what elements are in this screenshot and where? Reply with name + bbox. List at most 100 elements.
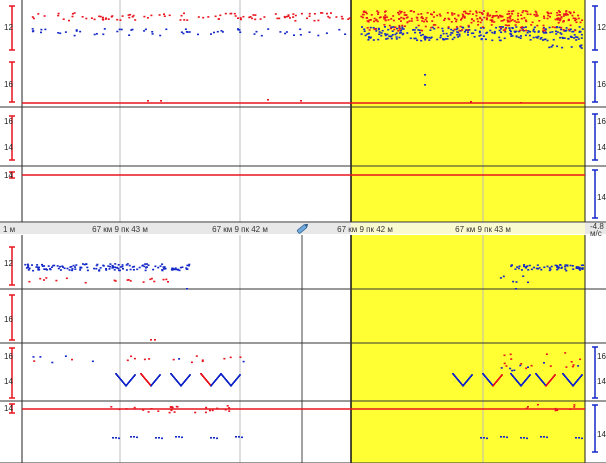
echo-dot bbox=[425, 36, 428, 38]
echo-dot bbox=[542, 381, 544, 383]
echo-dot bbox=[150, 408, 153, 410]
echo-dot bbox=[253, 33, 256, 35]
echo-dot bbox=[126, 383, 128, 386]
echo-dot bbox=[171, 406, 174, 409]
echo-dot bbox=[497, 379, 499, 381]
echo-dot bbox=[413, 29, 416, 31]
echo-dot bbox=[398, 10, 401, 13]
echo-dot bbox=[453, 374, 455, 376]
echo-dot bbox=[93, 18, 96, 21]
echo-dot bbox=[460, 382, 462, 385]
echo-dot bbox=[500, 28, 503, 30]
echo-dot bbox=[386, 37, 389, 40]
echo-dot bbox=[495, 14, 498, 17]
echo-dot bbox=[466, 29, 469, 31]
position-ruler[interactable]: 1 м 67 км 9 пк 43 м 67 км 9 пк 42 м 67 км 9… bbox=[0, 222, 606, 238]
echo-dot bbox=[366, 20, 369, 22]
echo-dot bbox=[453, 36, 456, 39]
echo-dot bbox=[33, 360, 36, 362]
gate-bracket-left[interactable] bbox=[9, 403, 15, 414]
gate-bracket-right[interactable] bbox=[592, 346, 598, 399]
gate-bracket-left[interactable] bbox=[9, 294, 15, 341]
echo-dot bbox=[36, 264, 39, 266]
echo-dot bbox=[408, 20, 411, 22]
gate-bracket-left[interactable] bbox=[9, 246, 15, 286]
echo-dot bbox=[105, 17, 108, 19]
gate-bracket-left[interactable] bbox=[9, 347, 15, 399]
echo-dot bbox=[365, 12, 368, 15]
echo-dot bbox=[533, 13, 536, 16]
echo-dot bbox=[340, 15, 343, 18]
echo-dot bbox=[234, 15, 237, 17]
echo-dot bbox=[518, 265, 521, 268]
gate-bracket-left[interactable] bbox=[9, 115, 15, 161]
echo-dot bbox=[123, 382, 125, 385]
echo-dot bbox=[524, 26, 527, 28]
echo-dot bbox=[238, 29, 241, 31]
echo-dot bbox=[465, 12, 468, 14]
echo-dot bbox=[535, 36, 538, 38]
echo-dot bbox=[158, 375, 160, 377]
echo-dot bbox=[95, 267, 98, 270]
echo-dot bbox=[549, 16, 551, 18]
gate-bracket-left[interactable] bbox=[9, 171, 15, 179]
lane-depth-label-right: 14 bbox=[597, 377, 606, 386]
echo-dot bbox=[153, 381, 155, 383]
gate-bracket-left[interactable] bbox=[9, 61, 15, 103]
gate-bracket-right[interactable] bbox=[592, 5, 598, 51]
echo-dot bbox=[498, 36, 501, 39]
echo-dot bbox=[424, 84, 426, 86]
echo-dot bbox=[515, 35, 518, 38]
echo-dot bbox=[62, 18, 65, 20]
gate-bracket-right[interactable] bbox=[592, 61, 598, 103]
lane-depth-label-right: 14 bbox=[597, 430, 606, 439]
echo-dot bbox=[577, 365, 580, 367]
echo-dot bbox=[443, 19, 446, 21]
echo-dot bbox=[368, 19, 371, 21]
pencil-icon[interactable] bbox=[296, 222, 310, 234]
echo-dot bbox=[202, 16, 205, 19]
echo-dot bbox=[529, 13, 532, 16]
echo-dot bbox=[446, 35, 449, 37]
echo-dot bbox=[454, 17, 456, 20]
gate-bracket-right[interactable] bbox=[592, 113, 598, 161]
echo-dot bbox=[517, 12, 520, 15]
echo-dot bbox=[180, 31, 183, 33]
echo-dot bbox=[560, 16, 563, 18]
echo-dot bbox=[553, 375, 555, 377]
echo-dot bbox=[368, 36, 370, 38]
echo-dot bbox=[105, 269, 108, 271]
echo-dot bbox=[560, 267, 563, 269]
echo-dot bbox=[468, 12, 471, 15]
gate-bracket-right[interactable] bbox=[592, 169, 598, 219]
echo-dot bbox=[564, 352, 567, 354]
echo-dot bbox=[558, 13, 561, 16]
gate-bracket-right[interactable] bbox=[592, 404, 598, 453]
echo-dot bbox=[127, 279, 130, 281]
echo-dot bbox=[503, 436, 505, 438]
echo-dot bbox=[561, 36, 564, 39]
echo-dot bbox=[581, 374, 583, 376]
echo-dot bbox=[274, 13, 277, 15]
echo-dot bbox=[183, 19, 186, 21]
echo-dot bbox=[254, 18, 257, 21]
gate-bracket-left[interactable] bbox=[9, 5, 15, 51]
echo-dot bbox=[398, 13, 401, 16]
echo-dot bbox=[233, 381, 235, 383]
echo-dot bbox=[224, 12, 227, 15]
echo-dot bbox=[84, 281, 87, 284]
echo-dot bbox=[565, 10, 568, 13]
pencil-tip bbox=[304, 223, 309, 228]
echo-dot bbox=[471, 13, 474, 15]
echo-dot bbox=[554, 409, 557, 412]
echo-dot bbox=[451, 32, 454, 34]
echo-dot bbox=[62, 266, 65, 268]
echo-dot bbox=[462, 385, 464, 387]
echo-dot bbox=[224, 408, 227, 411]
echo-dot bbox=[475, 10, 478, 12]
echo-dot bbox=[551, 31, 554, 33]
echo-dot bbox=[486, 13, 489, 15]
echo-dot bbox=[571, 265, 574, 267]
echo-dot bbox=[185, 31, 188, 33]
